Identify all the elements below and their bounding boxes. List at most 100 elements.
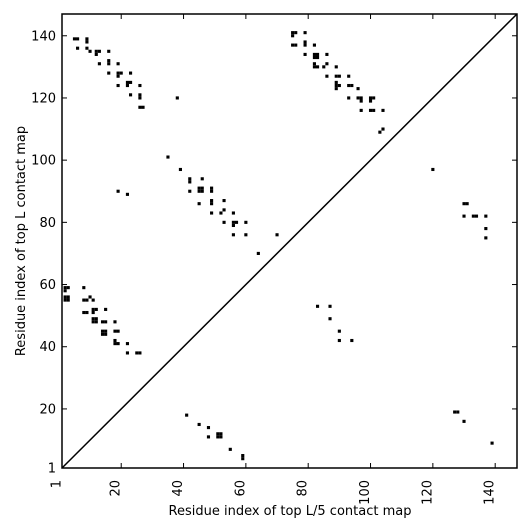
contact-cell	[197, 186, 201, 190]
y-tick-label: 1	[48, 462, 56, 477]
contact-cell	[462, 214, 466, 218]
contact-cell	[231, 220, 235, 224]
contact-cell	[88, 295, 92, 299]
contact-cell	[107, 59, 111, 63]
contact-cell	[337, 83, 341, 88]
contact-cell	[219, 432, 223, 436]
y-tick-label: 120	[31, 91, 56, 106]
contact-cell	[347, 96, 351, 100]
contact-cell	[100, 332, 105, 336]
contact-cell	[231, 211, 235, 215]
x-tick-label: 60	[233, 480, 248, 497]
contact-cell	[294, 43, 298, 47]
contact-cell	[113, 342, 117, 346]
contact-cell	[116, 62, 120, 66]
y-tick-label: 100	[31, 154, 56, 169]
contact-cell	[188, 177, 192, 181]
contact-cell	[197, 422, 201, 427]
contact-cell	[368, 99, 373, 103]
contact-cell	[372, 108, 376, 112]
contact-cell	[325, 52, 329, 56]
contact-cell	[104, 320, 108, 324]
contact-cell	[334, 65, 338, 69]
contact-cell	[91, 307, 95, 311]
x-tick-label: 40	[171, 480, 186, 497]
contact-cell	[356, 96, 360, 100]
contact-cell	[200, 189, 204, 193]
contact-cell	[166, 155, 170, 159]
contact-cell	[113, 338, 117, 343]
contact-cell	[462, 419, 466, 423]
contact-cell	[82, 310, 86, 315]
contact-cell	[359, 99, 363, 103]
contact-cell	[484, 214, 488, 218]
contact-cell	[119, 71, 123, 75]
contact-cell	[334, 83, 338, 88]
contact-cell	[350, 83, 354, 88]
y-tick-label: 60	[39, 278, 56, 293]
contact-cell	[94, 52, 98, 56]
contact-cell	[490, 441, 494, 445]
contact-cell	[94, 320, 98, 324]
contact-cell	[82, 286, 86, 290]
contact-cell	[312, 62, 316, 66]
contact-cell	[116, 71, 120, 75]
contact-cell	[231, 223, 235, 228]
contact-cell	[275, 233, 279, 237]
contact-cell	[197, 202, 201, 206]
contact-cell	[219, 211, 223, 215]
contact-cell	[85, 298, 89, 302]
contact-cell	[185, 413, 189, 417]
contact-cell	[113, 320, 117, 324]
contact-cell	[356, 87, 360, 91]
plot-frame	[61, 13, 518, 469]
contact-cell	[63, 286, 67, 290]
contact-cell	[219, 435, 223, 439]
diagonal-line	[61, 13, 518, 469]
contact-cell	[66, 286, 70, 290]
contact-cell	[197, 189, 201, 193]
contact-cell	[210, 199, 214, 203]
contact-cell	[116, 83, 120, 88]
contact-cell	[334, 87, 338, 91]
contact-cell	[125, 192, 130, 196]
contact-cell	[216, 432, 220, 436]
contact-cell	[471, 214, 475, 218]
contact-cell	[91, 298, 95, 302]
contact-cell	[85, 37, 89, 41]
y-axis-label: Residue index of top L contact map	[14, 126, 29, 356]
contact-cell	[125, 83, 130, 88]
y-tick-label: 80	[39, 216, 56, 231]
contact-cell	[66, 298, 70, 302]
contact-cell	[85, 46, 89, 50]
contact-cell	[129, 93, 133, 97]
contact-cell	[315, 65, 320, 69]
contact-cell	[241, 457, 245, 461]
contact-cell	[138, 96, 142, 100]
contact-cell	[337, 329, 341, 333]
x-tick-label: 100	[358, 480, 373, 505]
contact-cell	[206, 435, 211, 439]
contact-cell	[244, 220, 248, 224]
contact-cell	[125, 80, 130, 84]
contact-cell	[76, 46, 80, 50]
contact-cell	[116, 189, 120, 193]
contact-cell	[100, 320, 105, 324]
contact-cell	[328, 304, 332, 308]
contact-cell	[63, 289, 67, 293]
contact-cell	[222, 208, 226, 212]
contact-cell	[315, 55, 320, 60]
contact-cell	[104, 307, 108, 311]
contact-cell	[337, 338, 341, 343]
contact-cell	[303, 31, 307, 35]
x-tick-label: 1	[50, 480, 65, 488]
contact-cell	[334, 74, 338, 78]
contact-cell	[135, 351, 139, 355]
contact-cell	[462, 202, 466, 206]
contact-cell	[322, 65, 326, 69]
contact-cell	[66, 295, 70, 299]
contact-cell	[97, 49, 101, 53]
contact-cell	[234, 220, 239, 224]
contact-cell	[210, 202, 214, 206]
